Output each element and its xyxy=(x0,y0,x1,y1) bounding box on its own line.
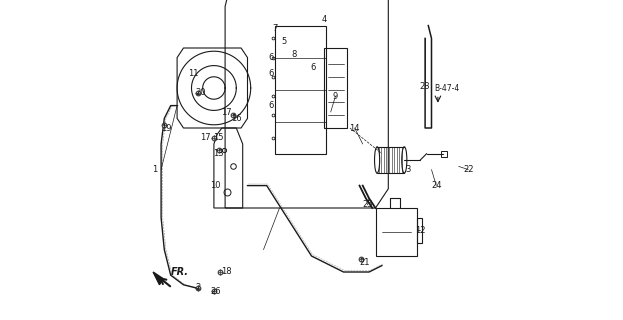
Text: 6: 6 xyxy=(269,53,274,62)
Text: 21: 21 xyxy=(359,258,369,267)
Text: 7: 7 xyxy=(272,24,277,33)
Text: 9: 9 xyxy=(333,92,338,100)
Text: 16: 16 xyxy=(231,114,242,123)
Text: 15: 15 xyxy=(214,133,224,142)
Text: 19: 19 xyxy=(161,124,171,132)
Text: 26: 26 xyxy=(210,287,221,296)
Text: 20: 20 xyxy=(196,88,206,97)
Text: 11: 11 xyxy=(188,69,198,78)
Text: 4: 4 xyxy=(321,15,327,24)
Text: FR.: FR. xyxy=(171,267,189,277)
Text: 17: 17 xyxy=(221,108,232,116)
Text: 12: 12 xyxy=(415,226,426,235)
Text: 13: 13 xyxy=(214,149,224,158)
Polygon shape xyxy=(153,272,163,285)
Bar xyxy=(275,26,326,154)
Text: 10: 10 xyxy=(210,181,221,190)
Text: 2: 2 xyxy=(195,284,201,292)
Bar xyxy=(376,208,417,256)
Bar xyxy=(325,48,347,128)
Text: 8: 8 xyxy=(291,50,297,59)
Text: 6: 6 xyxy=(269,101,274,110)
Text: 6: 6 xyxy=(310,63,316,72)
Text: 22: 22 xyxy=(463,165,473,174)
Bar xyxy=(417,218,422,243)
Text: 23: 23 xyxy=(420,82,430,91)
Text: B-47-4: B-47-4 xyxy=(435,84,460,93)
Text: 1: 1 xyxy=(152,165,158,174)
Text: 6: 6 xyxy=(269,69,274,78)
Text: 24: 24 xyxy=(431,181,442,190)
Text: 18: 18 xyxy=(221,268,232,276)
Text: 25: 25 xyxy=(362,200,373,209)
Text: 3: 3 xyxy=(405,165,410,174)
Text: 17: 17 xyxy=(201,133,211,142)
Text: 14: 14 xyxy=(350,124,360,132)
Text: 5: 5 xyxy=(282,37,287,46)
